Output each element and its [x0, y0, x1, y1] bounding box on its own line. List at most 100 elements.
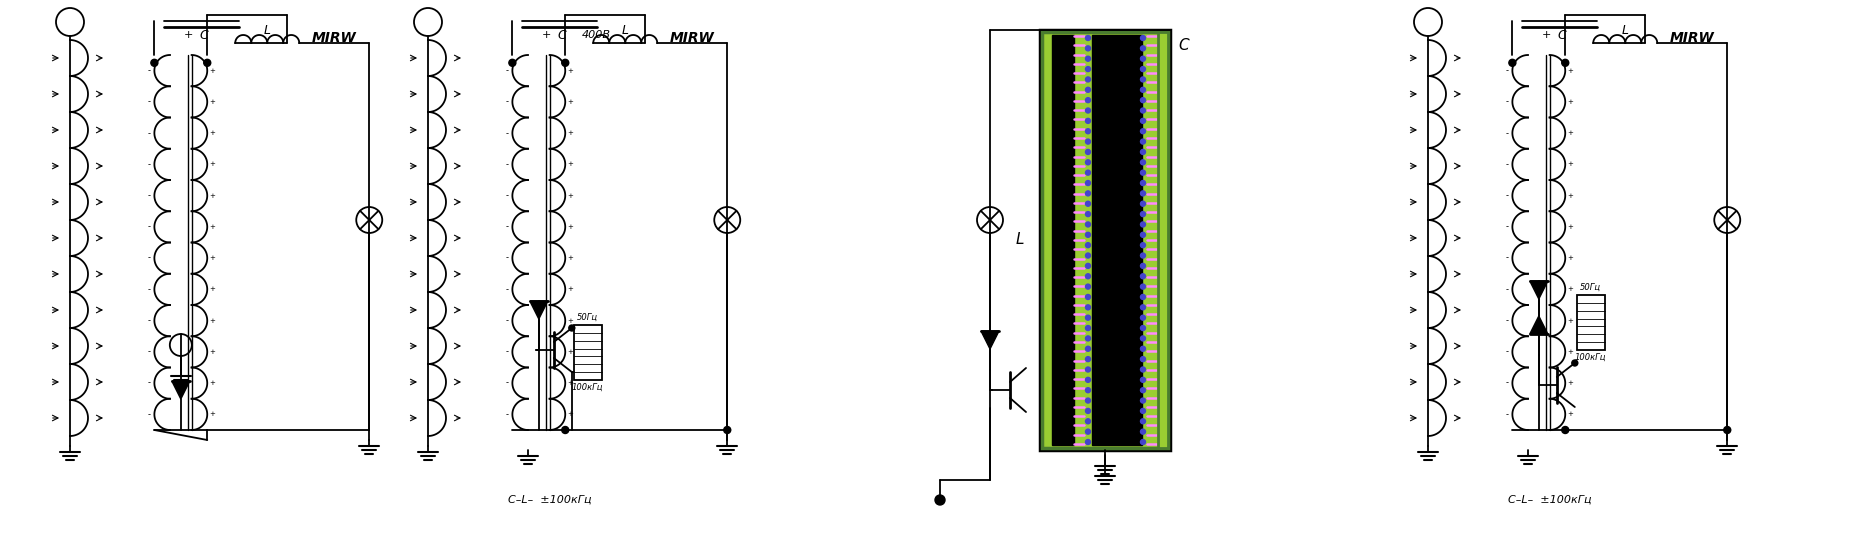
Text: -: -: [505, 316, 509, 325]
Circle shape: [1084, 439, 1090, 444]
Text: +: +: [1567, 161, 1573, 167]
Text: +: +: [566, 130, 572, 136]
Text: 400В: 400В: [581, 30, 611, 40]
Circle shape: [1084, 274, 1090, 279]
Circle shape: [1084, 98, 1090, 103]
Text: L: L: [264, 23, 271, 36]
Circle shape: [509, 59, 516, 66]
Circle shape: [1140, 336, 1146, 341]
Text: +: +: [566, 286, 572, 293]
Circle shape: [1084, 67, 1090, 72]
Text: +: +: [566, 349, 572, 355]
Circle shape: [1140, 98, 1146, 103]
Circle shape: [1140, 253, 1146, 258]
Circle shape: [1084, 326, 1090, 331]
Text: -: -: [1504, 285, 1508, 294]
Circle shape: [1140, 87, 1146, 92]
Text: -: -: [505, 379, 509, 388]
Text: +: +: [1567, 99, 1573, 105]
Circle shape: [1140, 294, 1146, 300]
Text: -: -: [1504, 129, 1508, 138]
Text: -: -: [505, 348, 509, 356]
Circle shape: [1084, 398, 1090, 403]
Circle shape: [1084, 357, 1090, 362]
Text: -: -: [1504, 97, 1508, 106]
Text: -: -: [505, 222, 509, 231]
Text: +: +: [1567, 286, 1573, 293]
Text: -: -: [149, 222, 150, 231]
Text: +: +: [210, 224, 215, 230]
Text: 100кГц: 100кГц: [1575, 352, 1606, 362]
Text: +: +: [1567, 380, 1573, 386]
Text: -: -: [1504, 191, 1508, 200]
Text: +: +: [210, 255, 215, 261]
Text: +: +: [566, 380, 572, 386]
Circle shape: [1084, 378, 1090, 382]
Circle shape: [1084, 409, 1090, 413]
Circle shape: [1140, 346, 1146, 351]
Bar: [1157, 32, 1168, 448]
Circle shape: [1084, 388, 1090, 392]
Circle shape: [1084, 315, 1090, 320]
Circle shape: [1140, 180, 1146, 185]
Text: -: -: [1504, 66, 1508, 75]
Text: +: +: [1567, 255, 1573, 261]
Circle shape: [150, 59, 158, 66]
Text: +: +: [210, 318, 215, 324]
Circle shape: [1084, 191, 1090, 196]
Circle shape: [1084, 46, 1090, 51]
Text: MIRW: MIRW: [1669, 31, 1714, 45]
Circle shape: [1140, 398, 1146, 403]
Circle shape: [1084, 77, 1090, 82]
Circle shape: [1140, 222, 1146, 227]
Circle shape: [561, 427, 568, 434]
Text: -: -: [149, 379, 150, 388]
Text: -: -: [149, 254, 150, 263]
Circle shape: [1084, 119, 1090, 123]
Circle shape: [1084, 367, 1090, 372]
Circle shape: [1140, 46, 1146, 51]
Text: -: -: [149, 160, 150, 169]
Circle shape: [1084, 253, 1090, 258]
Circle shape: [1084, 284, 1090, 289]
Circle shape: [568, 325, 574, 331]
Circle shape: [1084, 242, 1090, 248]
Text: +: +: [210, 349, 215, 355]
Text: L: L: [622, 23, 628, 36]
Circle shape: [204, 59, 210, 66]
Polygon shape: [1528, 281, 1547, 299]
Text: -: -: [149, 348, 150, 356]
Circle shape: [1084, 108, 1090, 113]
Circle shape: [1140, 357, 1146, 362]
Text: 100кГц: 100кГц: [572, 382, 604, 391]
Circle shape: [1140, 439, 1146, 444]
Circle shape: [1084, 170, 1090, 175]
Circle shape: [1084, 211, 1090, 217]
Circle shape: [1084, 232, 1090, 237]
Text: -: -: [1504, 379, 1508, 388]
Text: +: +: [210, 99, 215, 105]
Circle shape: [1140, 232, 1146, 237]
Text: +: +: [184, 30, 193, 40]
Text: C–L–  ±100кГц: C–L– ±100кГц: [1508, 495, 1591, 505]
Circle shape: [1140, 150, 1146, 154]
Text: +: +: [566, 161, 572, 167]
Circle shape: [1140, 367, 1146, 372]
Text: C: C: [1177, 37, 1188, 52]
Text: 50Гц: 50Гц: [1580, 282, 1601, 292]
Text: +: +: [210, 193, 215, 199]
Text: C: C: [1556, 28, 1565, 42]
Circle shape: [1084, 429, 1090, 434]
Circle shape: [1140, 108, 1146, 113]
Text: -: -: [1504, 160, 1508, 169]
Text: -: -: [505, 410, 509, 419]
Circle shape: [1140, 129, 1146, 134]
Circle shape: [1723, 427, 1731, 434]
Circle shape: [1140, 315, 1146, 320]
Text: -: -: [1504, 222, 1508, 231]
Circle shape: [1084, 346, 1090, 351]
Text: +: +: [566, 411, 572, 418]
Text: -: -: [505, 66, 509, 75]
Text: L: L: [1621, 23, 1629, 36]
Text: +: +: [566, 255, 572, 261]
